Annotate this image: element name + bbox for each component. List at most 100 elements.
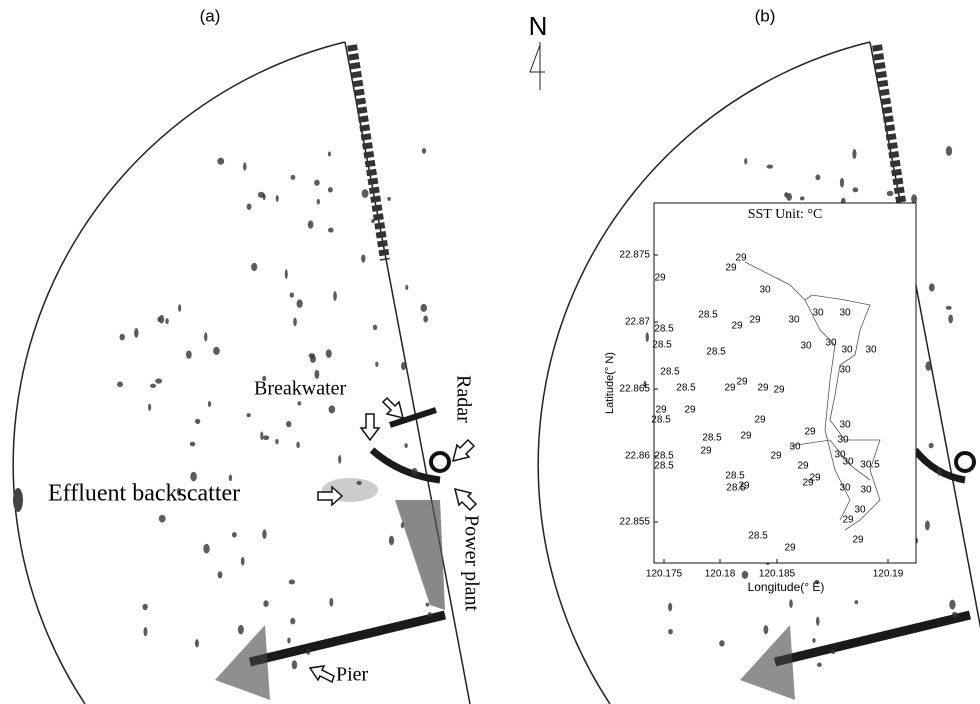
pier-echo — [740, 625, 795, 700]
echo — [357, 481, 362, 485]
arrow — [361, 414, 379, 440]
echo — [260, 431, 263, 440]
contour-label: 30 — [839, 308, 851, 319]
contour-label: 30 — [841, 345, 853, 356]
contour-label: 30 — [788, 315, 800, 326]
echo — [276, 195, 279, 202]
contour-label: 29 — [802, 478, 814, 489]
echo — [159, 515, 166, 523]
contour-label: 28.5 — [748, 531, 768, 542]
echo — [401, 362, 406, 370]
echo — [789, 599, 793, 608]
plant-echo — [395, 500, 445, 610]
echo — [767, 165, 773, 169]
echo — [925, 520, 930, 530]
echo — [134, 328, 138, 338]
echo — [144, 627, 148, 636]
echo — [646, 332, 649, 342]
echo — [208, 401, 211, 407]
sst-inset: SST Unit: °C Latitude(° N) Longitude(° E… — [604, 203, 916, 594]
contour-label: 28.5 — [654, 324, 674, 335]
echo — [263, 600, 268, 607]
echo — [241, 557, 245, 566]
contour-label: 28.5 — [651, 415, 671, 426]
echo — [203, 544, 209, 554]
echo — [817, 663, 822, 667]
echo — [309, 353, 315, 358]
echo — [286, 421, 291, 427]
echo — [946, 146, 952, 156]
echo — [13, 488, 23, 512]
contour-label: 29 — [731, 321, 743, 332]
figure: (a) (b) N Breakwater Radar Effluent back… — [0, 0, 980, 704]
echo — [232, 532, 237, 538]
echo — [190, 442, 195, 447]
contour-label: 29 — [770, 451, 782, 462]
contour-label: 30 — [842, 457, 854, 468]
contour-label: 30 — [854, 505, 866, 516]
echo — [251, 263, 257, 271]
echo — [306, 649, 310, 655]
echo — [317, 199, 320, 205]
x-tick-label: 120.185 — [759, 569, 796, 580]
arrow — [455, 489, 476, 510]
x-tick-label: 120.18 — [705, 569, 736, 580]
echo — [328, 187, 333, 192]
contour-label: 28.5 — [698, 310, 718, 321]
echo — [218, 571, 223, 578]
y-tick-label: 22.875 — [619, 250, 650, 261]
echo — [952, 612, 958, 618]
echo — [290, 292, 294, 297]
contour-label: 29 — [654, 273, 666, 284]
echo — [290, 175, 295, 180]
echo — [195, 419, 200, 424]
north-arrow — [530, 42, 545, 90]
contour-label: 29 — [773, 385, 785, 396]
echo — [937, 468, 941, 476]
echo — [117, 381, 123, 387]
north-label: N — [529, 11, 548, 41]
echo — [816, 616, 819, 625]
arrow — [453, 440, 474, 461]
radar-image-a — [13, 42, 470, 704]
echo — [422, 148, 426, 154]
annotation: Power plant — [460, 515, 482, 612]
echo — [784, 192, 788, 197]
echo — [373, 325, 378, 330]
contour-label: 30 — [800, 341, 812, 352]
echo — [763, 625, 768, 634]
contour-label: 29 — [804, 427, 816, 438]
y-tick-label: 22.855 — [619, 517, 650, 528]
echo — [297, 401, 301, 405]
contour-label: 30 — [839, 365, 851, 376]
echo — [258, 192, 265, 198]
inset-title: SST Unit: °C — [748, 207, 823, 222]
echo — [831, 649, 835, 654]
y-tick-label: 22.87 — [625, 317, 650, 328]
contour-label: 29 — [754, 415, 766, 426]
contour-label: 30.5 — [860, 460, 880, 471]
radar-site — [956, 453, 974, 471]
contour-label: 28.5 — [676, 383, 696, 394]
echo — [361, 254, 365, 262]
pier-echo — [775, 615, 970, 662]
x-axis-label: Longitude(° E) — [748, 580, 825, 594]
echo — [263, 435, 270, 440]
contour-label: 30 — [839, 420, 851, 431]
echo — [213, 347, 220, 355]
panel-label: (b) — [755, 6, 776, 25]
contour-label: 29 — [797, 461, 809, 472]
contour-label: 29 — [784, 543, 796, 554]
echo — [929, 443, 934, 449]
echo — [275, 439, 278, 444]
echo — [328, 228, 334, 233]
echo — [744, 158, 747, 164]
echo — [148, 404, 151, 411]
echo — [120, 334, 125, 341]
contour-label: 29 — [852, 535, 864, 546]
echo — [178, 304, 181, 312]
echo — [195, 639, 199, 647]
radar-site — [431, 453, 449, 471]
echo — [812, 638, 815, 643]
echo — [329, 598, 333, 607]
